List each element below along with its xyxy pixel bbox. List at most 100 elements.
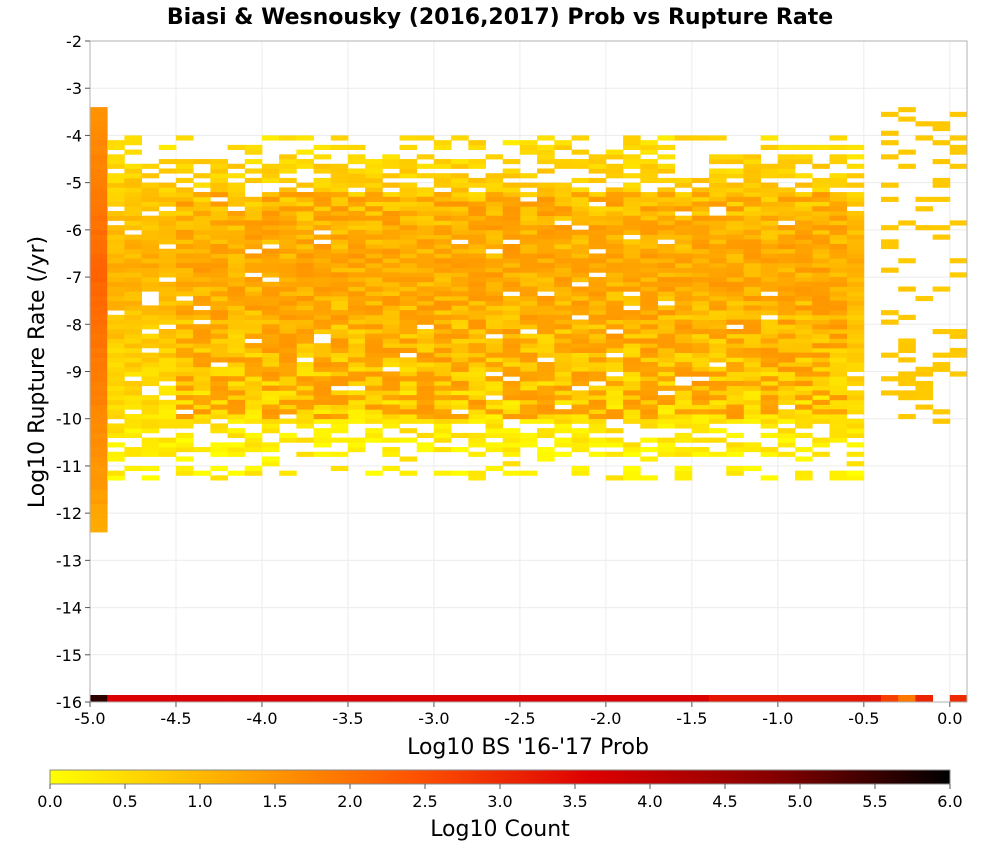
heatmap-cell <box>124 451 142 457</box>
heatmap-cell <box>640 314 658 320</box>
heatmap-cell <box>709 357 727 363</box>
heatmap-cell <box>623 267 641 273</box>
heatmap-cell <box>571 324 590 330</box>
heatmap-cell <box>347 413 366 420</box>
heatmap-cell <box>691 210 710 217</box>
heatmap-cell <box>158 239 177 245</box>
heatmap-cell <box>588 428 607 434</box>
heatmap-cell <box>691 352 710 358</box>
heatmap-cell <box>244 413 263 420</box>
heatmap-cell <box>674 451 693 457</box>
heatmap-cell <box>227 277 246 283</box>
heatmap-cell <box>107 173 125 179</box>
heatmap-cell <box>261 177 280 184</box>
heatmap-cell <box>347 310 366 316</box>
heatmap-cell <box>347 329 366 335</box>
heatmap-cell <box>365 168 383 174</box>
heatmap-cell <box>760 234 779 240</box>
heatmap-cell <box>433 324 452 330</box>
heatmap-cell <box>210 300 228 306</box>
heatmap-cell <box>795 248 813 254</box>
heatmap-cell <box>537 310 555 316</box>
heatmap-cell <box>347 286 366 292</box>
heatmap-cell <box>623 281 641 287</box>
heatmap-cell <box>760 173 779 179</box>
heatmap-cell <box>193 418 211 424</box>
heatmap-cell <box>640 343 658 349</box>
heatmap-cell <box>605 210 624 217</box>
heatmap-cell <box>279 310 297 316</box>
heatmap-cell <box>433 470 452 476</box>
heatmap-cell <box>605 347 624 354</box>
heatmap-cell <box>777 248 796 254</box>
heatmap-cell <box>519 149 538 155</box>
heatmap-cell <box>261 262 280 269</box>
heatmap-cell <box>244 305 263 311</box>
heatmap-cell <box>519 357 538 363</box>
heatmap-cell <box>210 333 228 339</box>
heatmap-cell <box>674 182 693 188</box>
heatmap-cell <box>279 225 297 231</box>
heatmap-cell <box>881 376 899 382</box>
heatmap-cell <box>674 338 693 344</box>
heatmap-cell <box>124 206 142 212</box>
heatmap-cell <box>227 324 246 330</box>
heatmap-cell <box>313 385 332 391</box>
heatmap-cell <box>210 314 228 320</box>
heatmap-cell <box>795 300 813 306</box>
heatmap-cell <box>760 163 779 169</box>
heatmap-cell <box>657 253 676 259</box>
heatmap-cell <box>433 380 452 387</box>
heatmap-cell <box>158 234 177 240</box>
heatmap-cell <box>141 314 160 320</box>
heatmap-cell <box>657 324 676 330</box>
heatmap-cell <box>674 225 693 231</box>
heatmap-cell <box>571 220 590 226</box>
heatmap-cell <box>640 413 658 420</box>
heatmap-cell <box>554 385 572 391</box>
heatmap-cell <box>296 272 314 278</box>
heatmap-cell <box>691 135 710 141</box>
heatmap-cell <box>244 319 263 325</box>
heatmap-cell <box>124 319 142 325</box>
heatmap-cell <box>795 456 813 462</box>
heatmap-cell-first-column <box>90 404 108 410</box>
heatmap-cell <box>468 258 486 264</box>
heatmap-cell <box>330 163 349 169</box>
heatmap-cell <box>846 192 865 198</box>
heatmap-cell <box>158 314 177 320</box>
heatmap-cell <box>244 201 263 207</box>
heatmap-cell <box>347 201 366 207</box>
heatmap-cell <box>347 144 366 150</box>
heatmap-cell <box>382 192 400 198</box>
heatmap-cell <box>193 395 211 401</box>
heatmap-cell-first-column <box>90 168 108 174</box>
heatmap-cell <box>554 357 572 363</box>
x-tick-label: -1.5 <box>676 709 707 728</box>
colorbar-tick-label: 6.0 <box>937 792 962 811</box>
heatmap-cell <box>537 225 555 231</box>
heatmap-cell <box>107 329 125 335</box>
heatmap-cell <box>571 347 590 354</box>
heatmap-cell <box>416 239 435 245</box>
heatmap-cell-first-column <box>90 470 108 476</box>
heatmap-cell <box>451 277 469 283</box>
heatmap-cell <box>433 196 452 202</box>
heatmap-cell <box>175 253 194 259</box>
heatmap-cell <box>399 409 418 415</box>
heatmap-cell <box>193 362 211 368</box>
heatmap-cell <box>949 135 968 141</box>
heatmap-cell <box>709 281 727 287</box>
heatmap-cell <box>193 272 211 278</box>
heatmap-cell <box>709 380 727 387</box>
heatmap-cell <box>502 187 521 193</box>
heatmap-cell <box>777 437 796 443</box>
heatmap-cell <box>279 409 297 415</box>
heatmap-cell <box>382 215 400 221</box>
heatmap-cell <box>365 352 383 358</box>
heatmap-cell <box>623 352 641 358</box>
heatmap-cell <box>829 154 848 160</box>
heatmap-cell <box>210 281 228 287</box>
heatmap-cell <box>640 399 658 405</box>
heatmap-cell <box>468 314 486 320</box>
